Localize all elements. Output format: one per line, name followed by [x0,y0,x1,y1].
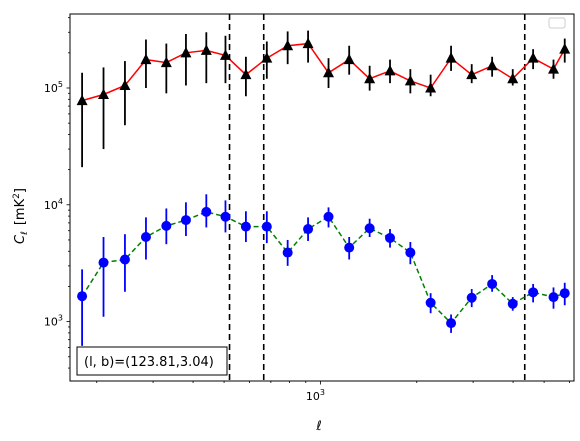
data-point-circle [240,221,251,232]
data-point-circle [119,254,130,265]
y-tick-label: 104 [44,197,63,212]
y-axis-title-unit-close: ] [13,188,28,193]
plot-layer [76,14,571,381]
data-point-triangle [98,88,110,99]
data-point-triangle [404,74,416,86]
axes-layer: 103 104 105 103 [44,13,575,403]
data-point-circle [528,287,539,298]
data-point-circle [282,247,293,258]
data-point-circle [405,247,416,258]
y-tick-label: 103 [44,314,63,329]
data-point-triangle [425,81,437,93]
data-point-triangle [282,39,294,51]
data-point-triangle [160,56,172,68]
data-point-triangle [219,49,231,60]
data-point-circle [140,231,151,242]
data-point-triangle [76,94,88,106]
data-point-circle [180,215,191,226]
data-point-circle [548,292,559,303]
x-axis-title: ℓ [315,419,321,434]
legend-box[interactable] [548,17,566,29]
data-point-triangle [507,72,519,84]
data-point-circle [559,288,570,299]
data-point-circle [77,291,88,302]
data-point-circle [220,211,231,222]
svg-text:Cℓ[mK2]: Cℓ [mK2] [12,188,30,244]
data-point-triangle [548,63,560,74]
annotation-text: (l, b)=(123.81,3.04) [84,355,214,370]
series-line [81,211,565,325]
data-point-circle [364,223,375,234]
data-point-triangle [200,44,212,55]
data-point-triangle [384,64,396,76]
data-point-triangle [527,52,539,63]
data-point-triangle [140,53,152,65]
y-axis-title-unit-sup: 2 [12,193,22,199]
x-tick-label: 103 [306,388,325,403]
data-point-triangle [559,43,571,54]
data-point-circle [261,221,272,232]
data-point-triangle [180,46,192,58]
y-axis-title: Cℓ [mK2] [12,188,30,244]
axes-frame [69,13,575,382]
y-axis-title-unit: [mK [13,198,28,225]
data-point-triangle [119,79,131,91]
data-point-circle [201,206,212,217]
annotation-box: (l, b)=(123.81,3.04) [76,346,228,376]
data-point-circle [446,318,457,329]
data-point-triangle [261,52,273,63]
data-point-circle [344,242,355,253]
data-point-triangle [486,59,498,71]
data-point-circle [487,278,498,289]
data-point-circle [161,220,172,231]
data-point-circle [98,257,109,268]
data-point-circle [507,298,518,309]
data-point-triangle [466,68,478,80]
data-point-circle [425,297,436,308]
data-point-circle [466,292,477,303]
data-point-circle [323,211,334,222]
y-axis-title-sub: ℓ [20,231,30,236]
data-point-circle [385,232,396,243]
data-point-triangle [343,53,355,65]
y-axis-title-main: C [13,234,28,244]
data-point-triangle [323,66,335,78]
data-point-circle [303,224,314,235]
data-point-triangle [302,37,314,49]
y-tick-label: 105 [44,80,63,95]
data-point-triangle [445,52,457,63]
data-point-triangle [240,68,252,80]
data-point-triangle [364,72,376,84]
